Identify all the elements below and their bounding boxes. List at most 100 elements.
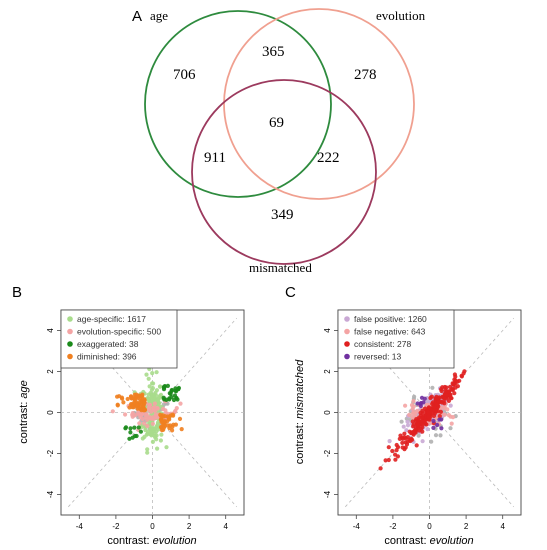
diminished-point xyxy=(135,394,140,399)
consistent-point xyxy=(409,436,414,441)
exaggerated-point xyxy=(128,430,133,435)
venn-set-label-evolution: evolution xyxy=(376,8,426,23)
y-tick-label: 4 xyxy=(46,328,55,333)
consistent-point xyxy=(383,458,388,463)
legend-label: diminished: 396 xyxy=(77,352,137,362)
age-specific-point xyxy=(149,395,154,400)
consistent-point xyxy=(394,448,399,453)
reversed-point xyxy=(418,403,423,409)
reversed-point xyxy=(439,417,444,422)
false-positive-point xyxy=(401,424,406,429)
false-negative-point xyxy=(415,408,420,413)
exaggerated-point xyxy=(130,435,135,440)
evolution-specific-point xyxy=(139,412,144,417)
diminished-point xyxy=(115,402,120,407)
diminished-point xyxy=(167,417,172,422)
exaggerated-point xyxy=(172,393,178,398)
x-tick-label: -2 xyxy=(112,522,120,531)
diminished-point xyxy=(142,397,147,402)
exaggerated-point xyxy=(161,395,166,400)
reversed-point xyxy=(435,422,440,428)
false-negative-point xyxy=(442,412,447,417)
evolution-specific-point xyxy=(146,405,151,410)
false-negative-point xyxy=(445,407,450,412)
exaggerated-point xyxy=(127,436,132,441)
consistent-point xyxy=(453,374,458,379)
consistent-point xyxy=(429,394,434,399)
evolution-specific-point xyxy=(152,401,157,406)
consistent-point xyxy=(426,410,431,415)
consistent-point xyxy=(416,419,421,424)
reversed-point xyxy=(421,400,426,405)
legend-b: age-specific: 1617 evolution-specific: 50… xyxy=(60,309,178,369)
age-specific-point xyxy=(150,381,155,386)
x-tick-label: -4 xyxy=(76,522,84,531)
consistent-point xyxy=(417,428,422,433)
x-tick-label: 0 xyxy=(150,522,155,531)
legend-label: false negative: 643 xyxy=(354,327,426,337)
x-tick-label: 2 xyxy=(187,522,192,531)
y-axis-label-b: contrast: age xyxy=(18,380,30,444)
panel-label-b: B xyxy=(12,284,22,301)
false-positive-point xyxy=(420,439,425,444)
consistent-point xyxy=(395,454,400,459)
age-specific-point xyxy=(145,447,150,452)
legend-label: reversed: 13 xyxy=(354,352,402,362)
exaggerated-point xyxy=(128,426,133,431)
legend-c: false positive: 1260 false negative: 643 c… xyxy=(337,309,455,369)
exaggerated-point xyxy=(162,384,167,389)
x-tick-label: 4 xyxy=(223,522,228,531)
x-axis-label-b: contrast: evolution xyxy=(107,535,196,547)
evolution-specific-point xyxy=(123,412,128,417)
false-positive-point xyxy=(387,439,392,444)
x-axis-label-c: contrast: evolution xyxy=(384,535,473,547)
scatter-panel-c: C false positive: 1260 false negative: 64… xyxy=(285,284,522,547)
consistent-point xyxy=(403,436,408,441)
legend-marker xyxy=(67,353,73,360)
consistent-point xyxy=(427,417,432,422)
diminished-point xyxy=(141,403,146,408)
exaggerated-point xyxy=(136,425,141,430)
venn-set-label-mismatched: mismatched xyxy=(249,260,312,275)
consistent-point xyxy=(420,411,425,416)
consistent-point xyxy=(450,381,455,386)
age-specific-point xyxy=(146,397,151,402)
panel-label-a: A xyxy=(132,8,142,25)
venn-region-age-evolution: 365 xyxy=(262,44,285,60)
x-tick-label: -4 xyxy=(353,522,361,531)
exaggerated-point xyxy=(175,397,180,402)
consistent-point xyxy=(442,384,447,390)
diminished-point xyxy=(179,427,184,432)
venn-region-all-three: 69 xyxy=(269,115,284,131)
grey-point xyxy=(433,433,439,438)
legend-marker xyxy=(67,328,73,335)
consistent-point xyxy=(459,374,464,379)
consistent-point xyxy=(409,431,414,436)
consistent-point xyxy=(433,396,438,401)
consistent-point xyxy=(390,448,395,454)
legend-label: evolution-specific: 500 xyxy=(77,327,161,337)
venn-region-mismatched-only: 349 xyxy=(271,207,294,223)
diminished-point xyxy=(125,396,130,402)
y-tick-label: 2 xyxy=(46,369,55,374)
age-specific-point xyxy=(144,372,149,377)
legend-label: exaggerated: 38 xyxy=(77,339,139,349)
consistent-point xyxy=(455,379,460,384)
age-specific-point xyxy=(158,392,164,397)
venn-region-evolution-mismatched: 222 xyxy=(317,150,340,166)
consistent-point xyxy=(378,466,383,471)
reversed-point xyxy=(431,425,436,430)
age-specific-point xyxy=(164,445,169,450)
panel-label-c: C xyxy=(285,284,296,301)
legend-marker xyxy=(67,316,73,322)
consistent-point xyxy=(400,445,405,450)
age-specific-point xyxy=(147,384,152,389)
age-specific-point xyxy=(150,439,155,444)
y-axis-label-c: contrast: mismatched xyxy=(294,359,306,464)
diminished-point xyxy=(129,403,134,408)
false-negative-point xyxy=(411,399,416,404)
age-specific-point xyxy=(154,370,159,375)
consistent-point xyxy=(393,457,398,462)
evolution-specific-point xyxy=(151,416,156,421)
age-specific-point xyxy=(158,438,163,443)
